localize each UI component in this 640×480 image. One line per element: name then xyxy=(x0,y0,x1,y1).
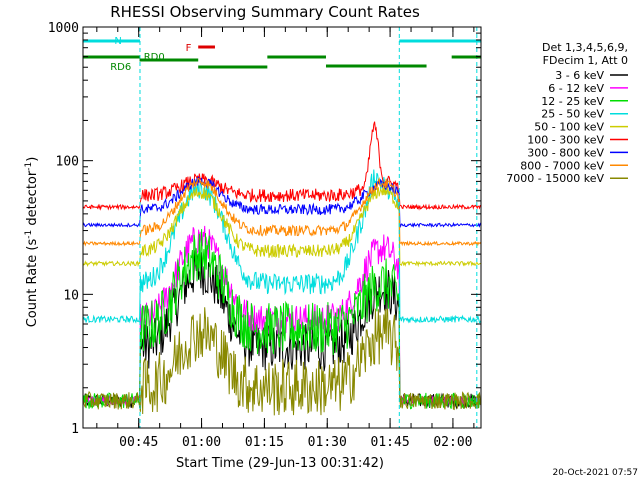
legend-label-5: 50 - 100 keV xyxy=(534,121,604,134)
legend-label-6: 100 - 300 keV xyxy=(527,134,604,147)
axis-layer: 1 10 100 1000 00:45 01:00 01:15 01:30 01:45 02:00 xyxy=(48,21,481,450)
legend-label-4: 25 - 50 keV xyxy=(541,108,604,121)
y-label-sup-2: -1 xyxy=(24,162,34,171)
y-tick-label-2: 100 xyxy=(56,155,79,170)
legend-label-9: 7000 - 15000 keV xyxy=(506,172,604,185)
timestamp: 20-Oct-2021 07:57 xyxy=(553,468,638,478)
overlay-layer: N RD0 RD6 F xyxy=(83,27,481,428)
x-tick-label-1: 01:00 xyxy=(182,435,221,450)
legend-header-2: FDecim 1, Att 0 xyxy=(543,54,628,67)
x-tick-label-4: 01:45 xyxy=(371,435,410,450)
legend-label-3: 12 - 25 keV xyxy=(541,95,604,108)
x-tick-label-2: 01:15 xyxy=(245,435,284,450)
x-tick-label-3: 01:30 xyxy=(308,435,347,450)
series-line-4 xyxy=(83,169,481,324)
y-label-end: ) xyxy=(25,157,40,162)
y-label-mid: detector xyxy=(25,170,40,230)
night-label: N xyxy=(114,36,121,47)
series-line-9 xyxy=(83,307,481,416)
legend-label-2: 6 - 12 keV xyxy=(548,82,604,95)
legend: Det 1,3,4,5,6,9, FDecim 1, Att 0 3 - 6 k… xyxy=(506,41,628,185)
x-tick-label-5: 02:00 xyxy=(433,435,472,450)
x-axis-label: Start Time (29-Jun-13 00:31:42) xyxy=(176,456,384,471)
y-label-sup-1: -1 xyxy=(24,230,34,239)
chart-title: RHESSI Observing Summary Count Rates xyxy=(110,3,420,21)
y-tick-label-3: 1000 xyxy=(48,21,79,36)
legend-label-1: 3 - 6 keV xyxy=(555,69,604,82)
y-axis-label: Count Rate (s-1 detector-1) xyxy=(24,157,40,328)
series-line-8 xyxy=(83,177,481,247)
y-tick-label-0: 1 xyxy=(71,422,79,437)
series-line-5 xyxy=(83,184,481,268)
series-layer xyxy=(83,121,481,416)
plot-frame xyxy=(82,26,482,429)
series-line-7 xyxy=(83,176,481,229)
y-tick-label-1: 10 xyxy=(63,288,79,303)
series-line-6 xyxy=(83,121,481,211)
legend-label-7: 300 - 800 keV xyxy=(527,146,604,159)
x-tick-label-0: 00:45 xyxy=(119,435,158,450)
y-label-main: Count Rate (s xyxy=(25,239,40,328)
flare-label: F xyxy=(186,43,192,54)
legend-header-1: Det 1,3,4,5,6,9, xyxy=(542,41,628,54)
saa-label-rd6: RD6 xyxy=(110,62,131,73)
saa-label-rd0: RD0 xyxy=(144,52,165,63)
legend-label-8: 800 - 7000 keV xyxy=(520,159,604,172)
